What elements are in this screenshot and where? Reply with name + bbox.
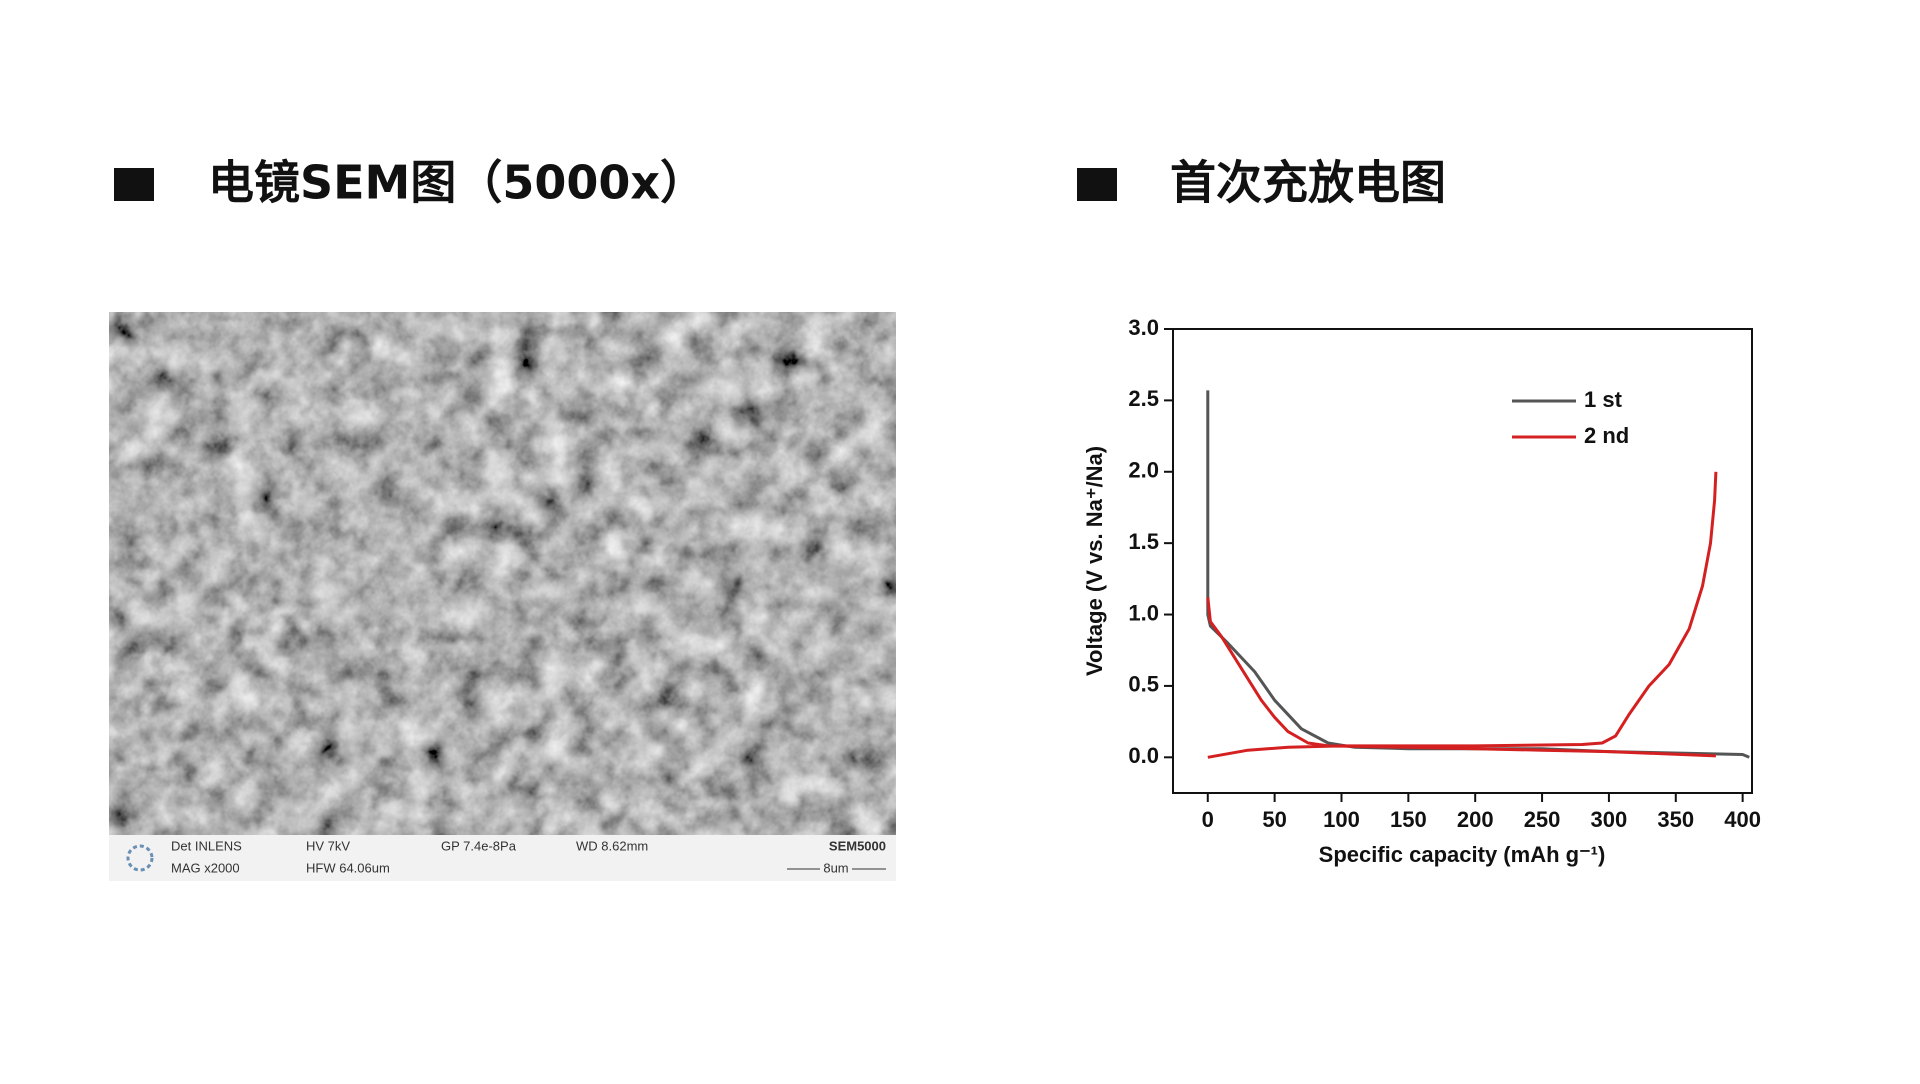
section-title: 首次充放电图: [1170, 156, 1446, 210]
x-tick-label: 150: [1390, 807, 1427, 832]
x-tick-label: 250: [1524, 807, 1561, 832]
x-tick-label: 200: [1457, 807, 1494, 832]
bullet: [1077, 168, 1117, 201]
sem-info: Det INLENS: [171, 838, 242, 853]
bullet: [114, 168, 154, 201]
x-tick-label: 50: [1262, 807, 1286, 832]
sem-info: MAG x2000: [171, 860, 240, 875]
legend-label: 1 st: [1584, 387, 1623, 412]
sem-image: [109, 312, 896, 835]
y-axis-label: Voltage (V vs. Na⁺/Na): [1082, 446, 1107, 676]
x-tick-label: 350: [1657, 807, 1694, 832]
sem-info: HFW 64.06um: [306, 860, 390, 875]
series-line: [1206, 471, 1718, 759]
series-line: [1206, 390, 1750, 759]
scale-bar-gap: [820, 862, 852, 876]
x-tick-label: 400: [1724, 807, 1761, 832]
y-tick-label: 2.5: [1128, 386, 1159, 411]
plot-frame: [1172, 328, 1753, 794]
y-tick-label: 3.0: [1128, 315, 1159, 340]
y-tick-label: 0.5: [1128, 672, 1159, 697]
x-tick-label: 0: [1202, 807, 1214, 832]
sem-logo: [126, 844, 154, 872]
legend-label: 2 nd: [1584, 423, 1629, 448]
x-tick-label: 100: [1323, 807, 1360, 832]
sem-info: 8um: [823, 860, 848, 875]
y-tick-label: 0.0: [1128, 743, 1159, 768]
sem-info: SEM5000: [829, 838, 886, 853]
sem-info: GP 7.4e-8Pa: [441, 838, 517, 853]
section-title: 电镜SEM图（5000x）: [208, 156, 706, 210]
y-tick-label: 1.5: [1128, 529, 1159, 554]
y-tick-label: 2.0: [1128, 458, 1159, 483]
sem-info: HV 7kV: [306, 838, 350, 853]
sem-info-bar: [109, 835, 896, 881]
x-tick-label: 300: [1591, 807, 1628, 832]
x-axis-label: Specific capacity (mAh g⁻¹): [1319, 842, 1606, 867]
sem-info: WD 8.62mm: [576, 838, 648, 853]
y-tick-label: 1.0: [1128, 600, 1159, 625]
